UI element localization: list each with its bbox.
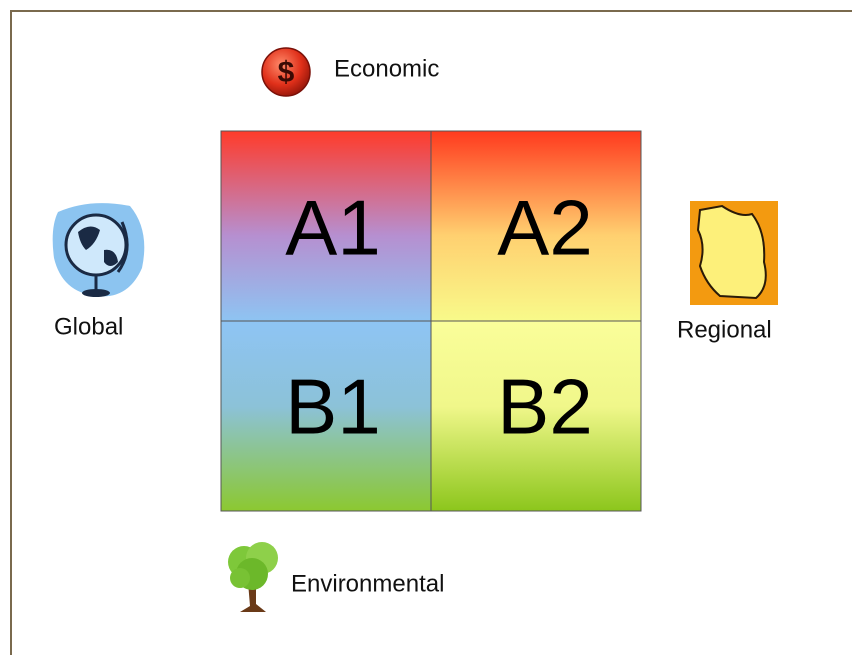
economic-icon: $ — [261, 47, 311, 97]
quadrant-label: B2 — [497, 363, 592, 451]
region-map-icon — [690, 201, 778, 305]
quadrant-label: B1 — [285, 363, 380, 451]
axis-label-bottom: Environmental — [291, 570, 444, 597]
dollar-sign: $ — [278, 56, 295, 89]
axis-label-left: Global — [54, 313, 123, 340]
tree-icon — [228, 542, 278, 612]
globe-icon — [52, 203, 145, 297]
quadrant-a2 — [431, 131, 641, 321]
axis-label-right: Regional — [677, 316, 772, 343]
quadrant-b1 — [221, 321, 431, 511]
quadrant-b2 — [431, 321, 641, 511]
frame — [10, 10, 852, 655]
axis-label-top: Economic — [334, 55, 439, 82]
quadrant-label: A1 — [285, 184, 380, 272]
quadrant-label: A2 — [497, 184, 592, 272]
quadrant-grid: A1 A2 B1 B2 — [220, 130, 642, 512]
quadrant-a1 — [221, 131, 431, 321]
